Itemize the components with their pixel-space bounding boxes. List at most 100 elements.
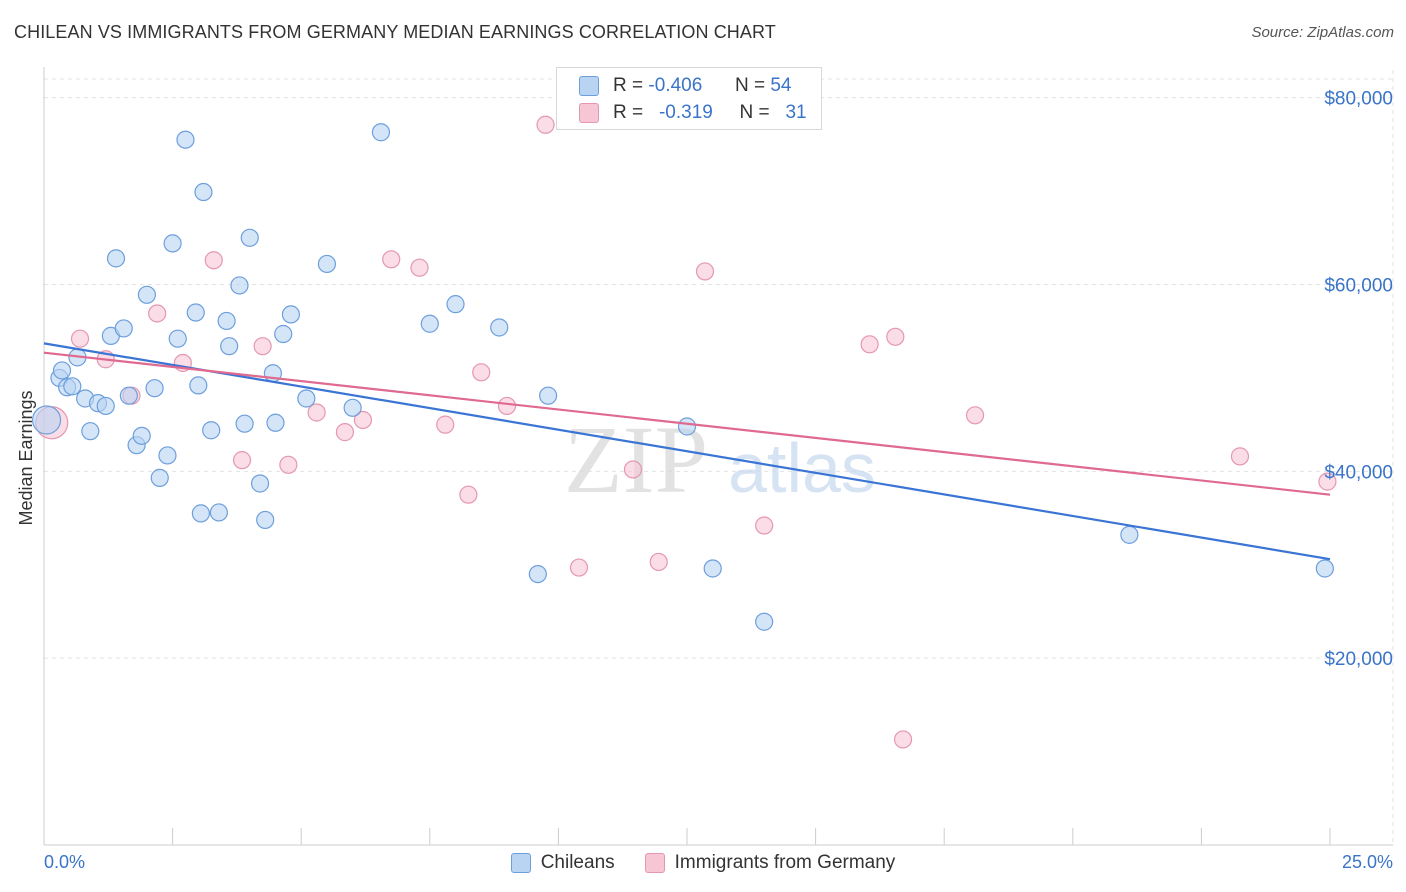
y-tick-label-3: $80,000 bbox=[1324, 89, 1393, 110]
x-tick-label-min: 0.0% bbox=[44, 852, 86, 872]
chart-title: CHILEAN VS IMMIGRANTS FROM GERMANY MEDIA… bbox=[14, 22, 776, 42]
germany-point-16 bbox=[459, 485, 478, 504]
r-value-chileans: -0.406 bbox=[648, 75, 703, 96]
germany-point-9 bbox=[279, 455, 298, 474]
legend-item-chileans[interactable]: Chileans bbox=[510, 852, 615, 874]
chilean-point-53 bbox=[1315, 559, 1334, 578]
chilean-point-51 bbox=[755, 612, 774, 631]
germany-point-11 bbox=[335, 423, 355, 442]
germany-point-15 bbox=[436, 415, 455, 434]
chilean-point-44 bbox=[420, 314, 439, 333]
chilean-point-40 bbox=[297, 389, 316, 408]
germany-point-29 bbox=[1230, 447, 1250, 466]
germany-point-6 bbox=[204, 251, 223, 270]
watermark: ZIP atlas bbox=[564, 406, 876, 513]
y-axis-label: Median Earnings bbox=[16, 390, 36, 525]
chilean-point-46 bbox=[490, 318, 509, 337]
chilean-point-28 bbox=[209, 503, 228, 522]
stats-row-germany: R = -0.319 N = 31 bbox=[579, 102, 807, 124]
germany-trendline bbox=[43, 351, 1331, 496]
legend-label-chileans: Chileans bbox=[540, 852, 615, 873]
chilean-point-31 bbox=[230, 276, 249, 295]
chilean-point-34 bbox=[250, 474, 270, 493]
legend-swatch-germany bbox=[644, 853, 665, 873]
chilean-point-17 bbox=[145, 379, 164, 398]
chilean-point-43 bbox=[371, 123, 391, 142]
chilean-point-21 bbox=[168, 329, 187, 348]
chilean-point-27 bbox=[202, 421, 221, 440]
chilean-point-4 bbox=[63, 377, 82, 396]
x-tick-label-max: 25.0% bbox=[1341, 852, 1393, 872]
germany-point-26 bbox=[886, 327, 905, 346]
chilean-point-12 bbox=[114, 319, 133, 338]
chilean-point-49 bbox=[677, 417, 697, 436]
germany-point-27 bbox=[893, 730, 913, 749]
axes bbox=[43, 67, 1393, 846]
n-value-chileans: 54 bbox=[770, 75, 792, 96]
chilean-point-39 bbox=[281, 305, 301, 324]
r-value-germany: -0.319 bbox=[658, 102, 713, 123]
germany-point-24 bbox=[755, 516, 774, 535]
legend-item-germany[interactable]: Immigrants from Germany bbox=[644, 852, 896, 874]
germany-point-19 bbox=[536, 115, 555, 134]
chilean-point-22 bbox=[176, 130, 195, 149]
germany-point-7 bbox=[232, 451, 252, 470]
chilean-point-30 bbox=[220, 337, 239, 356]
germany-point-8 bbox=[253, 337, 272, 356]
source-credit: Source: ZipAtlas.com bbox=[1251, 24, 1394, 41]
watermark-atlas: atlas bbox=[728, 429, 876, 507]
chilean-point-32 bbox=[235, 414, 254, 433]
germany-point-22 bbox=[649, 552, 668, 572]
chilean-point-24 bbox=[189, 376, 208, 395]
germany-point-17 bbox=[472, 363, 491, 382]
stats-row-chileans: R = -0.406 N = 54 bbox=[579, 75, 791, 97]
chilean-point-35 bbox=[256, 510, 275, 530]
y-tick-label-2: $60,000 bbox=[1324, 276, 1393, 297]
chilean-point-38 bbox=[274, 324, 293, 344]
y-tick-label-1: $40,000 bbox=[1324, 462, 1393, 483]
r-label: R = bbox=[613, 102, 644, 123]
chilean-point-20 bbox=[163, 234, 182, 253]
n-label: N = bbox=[734, 75, 766, 96]
germany-point-28 bbox=[965, 406, 985, 425]
chilean-point-26 bbox=[194, 182, 213, 202]
chilean-point-33 bbox=[240, 228, 259, 247]
y-tick-labels: $20,000 $40,000 $60,000 $80,000 bbox=[1324, 89, 1393, 670]
germany-point-25 bbox=[860, 335, 879, 354]
chileans-swatch bbox=[579, 76, 599, 96]
trend-lines bbox=[43, 342, 1331, 561]
chart-legend: Chileans Immigrants from Germany bbox=[0, 852, 1406, 874]
chilean-point-47 bbox=[528, 564, 547, 584]
chilean-point-13 bbox=[119, 386, 138, 405]
chilean-point-23 bbox=[186, 303, 205, 322]
chilean-point-19 bbox=[158, 446, 177, 465]
chilean-point-52 bbox=[1120, 525, 1139, 544]
r-label: R = bbox=[613, 75, 644, 96]
germany-point-12 bbox=[353, 410, 373, 430]
chilean-point-42 bbox=[343, 398, 362, 417]
chilean-point-16 bbox=[137, 285, 156, 304]
chilean-point-15 bbox=[132, 426, 151, 445]
germany-point-18 bbox=[497, 396, 517, 416]
chilean-point-2 bbox=[52, 361, 72, 380]
chilean-point-11 bbox=[106, 249, 126, 268]
chilean-point-9 bbox=[96, 396, 115, 416]
correlation-stats-box: R = -0.406 N = 54 R = -0.319 N = 31 bbox=[556, 67, 822, 130]
germany-point-1 bbox=[70, 329, 90, 348]
legend-label-germany: Immigrants from Germany bbox=[674, 852, 896, 873]
chilean-point-48 bbox=[539, 386, 558, 405]
chileans-trendline bbox=[43, 342, 1331, 561]
chilean-point-50 bbox=[703, 559, 722, 578]
chilean-point-18 bbox=[150, 468, 169, 487]
germany-point-20 bbox=[569, 558, 589, 577]
chilean-point-37 bbox=[266, 413, 285, 432]
chilean-point-0 bbox=[31, 405, 62, 435]
germany-point-30 bbox=[1318, 472, 1337, 491]
chilean-point-41 bbox=[317, 254, 337, 274]
germany-point-13 bbox=[382, 250, 401, 269]
chilean-point-7 bbox=[81, 422, 100, 441]
n-label: N = bbox=[739, 102, 770, 123]
chilean-point-25 bbox=[191, 504, 210, 523]
n-value-germany: 31 bbox=[785, 102, 807, 123]
